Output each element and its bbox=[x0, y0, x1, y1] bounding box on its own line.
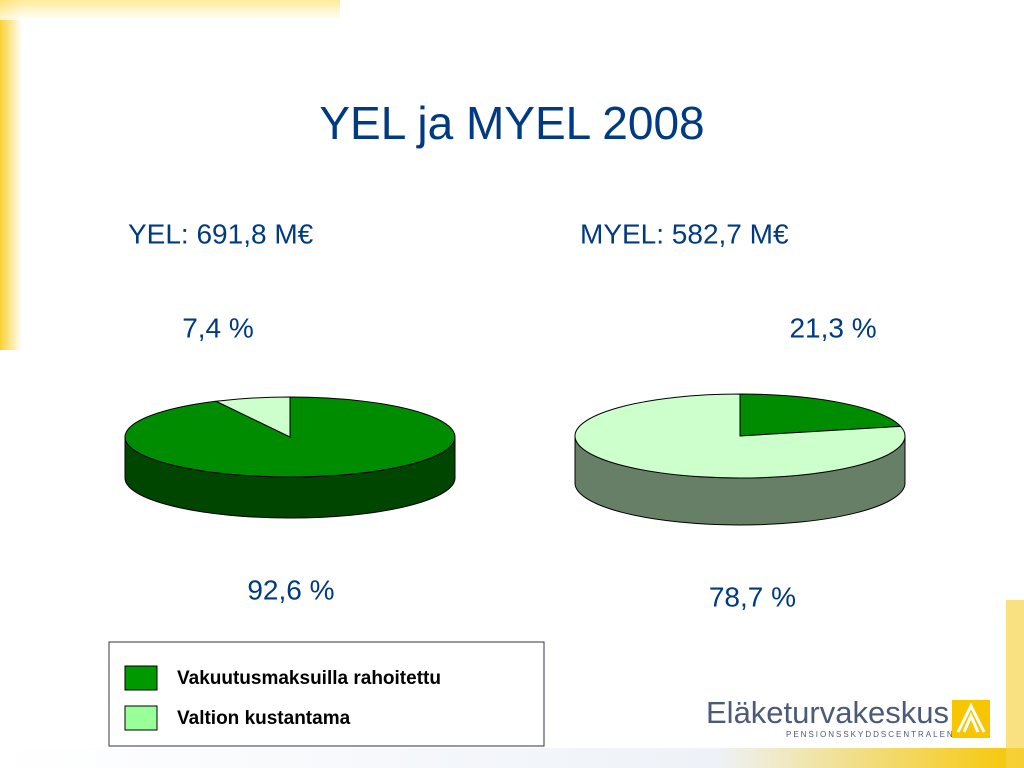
legend-label: Vakuutusmaksuilla rahoitettu bbox=[177, 668, 441, 689]
pie-slice bbox=[214, 396, 291, 438]
top-accent bbox=[0, 0, 340, 20]
left-accent bbox=[0, 0, 22, 350]
chart-title: YEL: 691,8 M€ bbox=[128, 218, 314, 249]
logo-name: Eläketurvakeskus bbox=[706, 695, 949, 730]
legend-swatch bbox=[124, 705, 158, 731]
legend-box bbox=[108, 641, 545, 747]
value-label: 92,6 % bbox=[247, 574, 334, 605]
logo-subtitle: PENSIONSSKYDDSCENTRALEN bbox=[786, 730, 955, 739]
pie-slice bbox=[574, 393, 906, 526]
slice-top bbox=[214, 396, 291, 438]
value-label: 21,3 % bbox=[789, 312, 876, 343]
pies: 92,6 % 7,4 % 21,3 % 78,7 % bbox=[124, 312, 906, 612]
right-accent bbox=[1006, 600, 1024, 768]
pie-slice bbox=[739, 393, 902, 437]
chart-title: MYEL: 582,7 M€ bbox=[580, 218, 789, 249]
value-label: 78,7 % bbox=[709, 581, 796, 612]
slice-top bbox=[739, 393, 902, 437]
value-label: 7,4 % bbox=[182, 312, 254, 343]
logo-icon bbox=[952, 700, 990, 738]
slice-top bbox=[574, 393, 906, 479]
bottom-accent bbox=[0, 748, 1024, 768]
slide-title: YEL ja MYEL 2008 bbox=[319, 97, 704, 149]
legend-swatch bbox=[124, 665, 158, 691]
legend-label: Valtion kustantama bbox=[177, 708, 351, 729]
